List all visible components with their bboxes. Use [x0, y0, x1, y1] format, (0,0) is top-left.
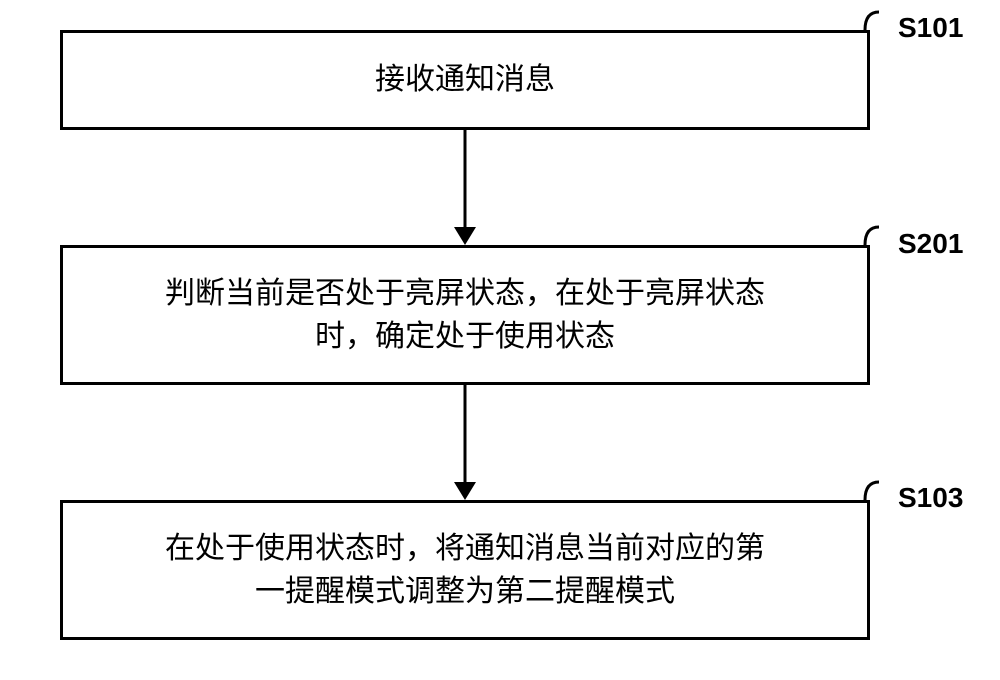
flow-node-s101: 接收通知消息 [60, 30, 870, 130]
arrow-s101-s201 [445, 130, 485, 245]
step-label-s103: S103 [898, 482, 963, 514]
leader-s101 [863, 10, 891, 42]
step-label-s201: S201 [898, 228, 963, 260]
leader-s201 [863, 225, 891, 257]
flow-node-s201: 判断当前是否处于亮屏状态，在处于亮屏状态 时，确定处于使用状态 [60, 245, 870, 385]
step-label-s101: S101 [898, 12, 963, 44]
flow-node-s103: 在处于使用状态时，将通知消息当前对应的第 一提醒模式调整为第二提醒模式 [60, 500, 870, 640]
arrow-s201-s103 [445, 385, 485, 500]
flowchart-canvas: 接收通知消息判断当前是否处于亮屏状态，在处于亮屏状态 时，确定处于使用状态在处于… [0, 0, 1000, 680]
leader-s103 [863, 480, 891, 512]
